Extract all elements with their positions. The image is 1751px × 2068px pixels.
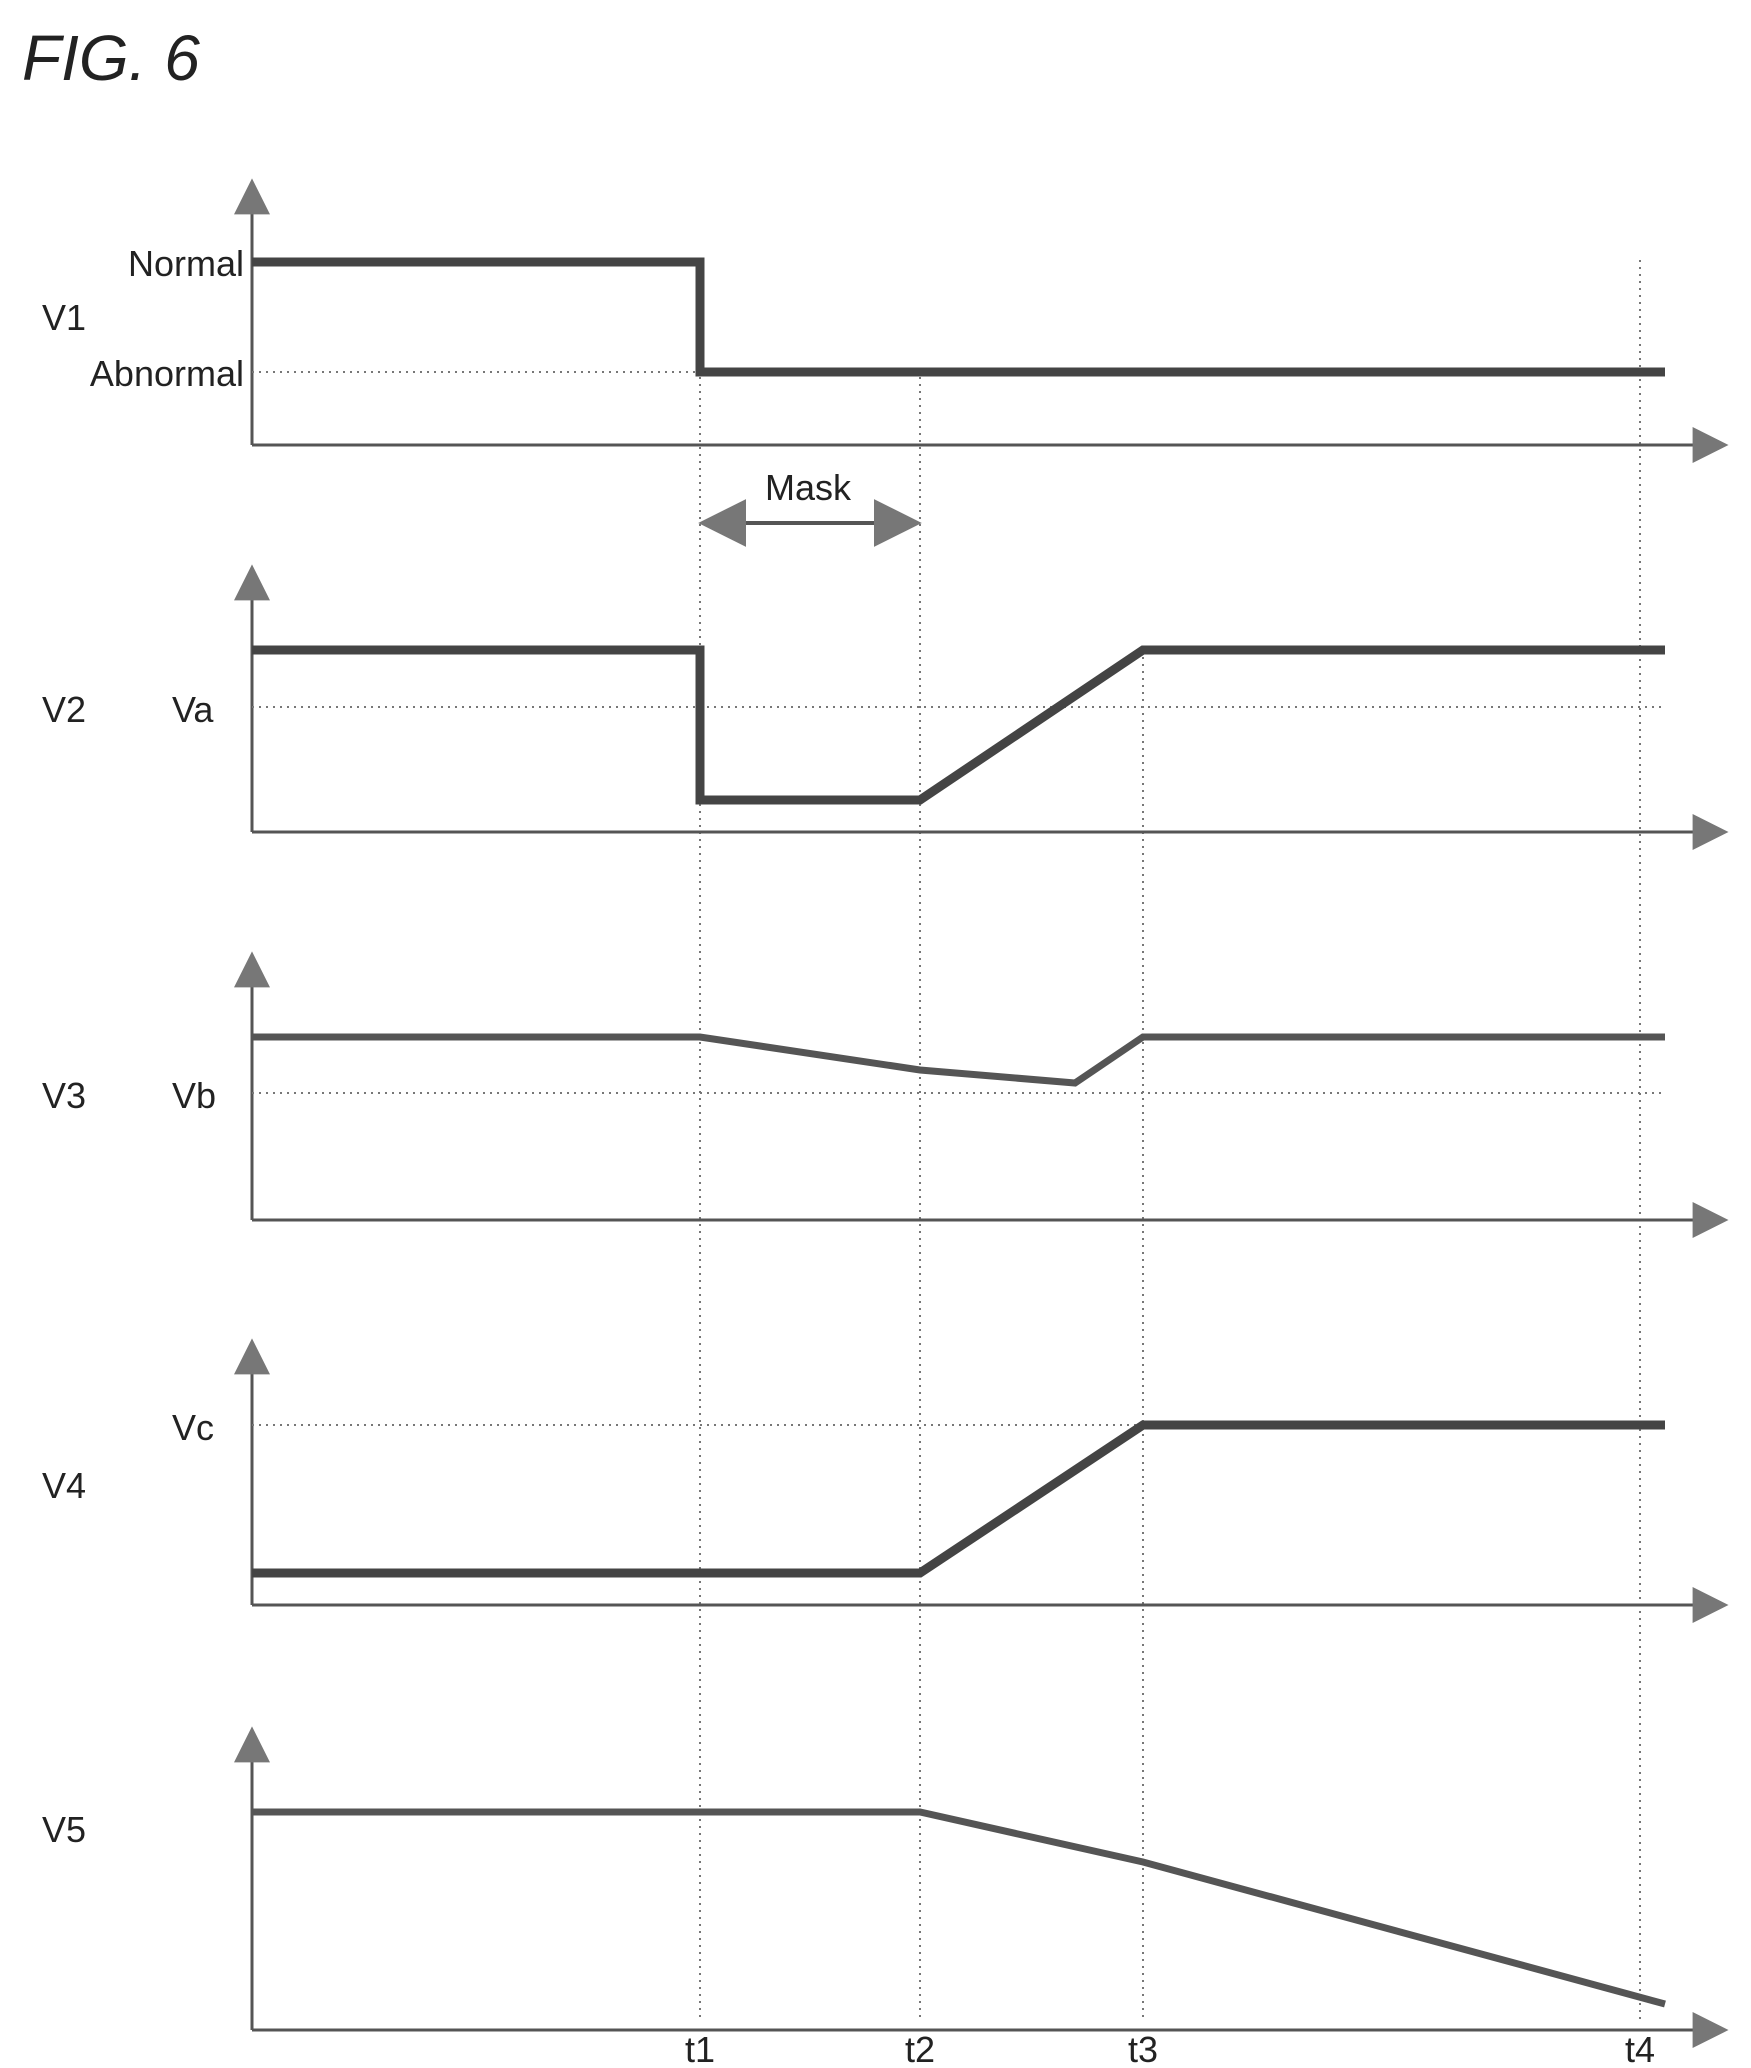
mask-annotation: Mask [698, 467, 922, 547]
v3-waveform [252, 1033, 1665, 1087]
v4-signal-label: V4 [42, 1465, 86, 1506]
panel-v2: V2 Va [42, 564, 1729, 850]
time-label-t1: t1 [685, 2029, 715, 2068]
v3-level-vb: Vb [172, 1075, 216, 1116]
v3-signal-label: V3 [42, 1075, 86, 1116]
v1-level-abnormal: Abnormal [90, 353, 244, 394]
panel-v1: V1 Normal Abnormal [42, 178, 1729, 463]
v2-level-va: Va [172, 689, 214, 730]
figure-title: FIG. 6 [22, 22, 200, 94]
v5-waveform [252, 1808, 1666, 2008]
v1-signal-label: V1 [42, 297, 86, 338]
v2-signal-label: V2 [42, 689, 86, 730]
v2-waveform [252, 645, 1665, 805]
time-guides [699, 260, 1641, 2020]
v5-signal-label: V5 [42, 1809, 86, 1850]
time-label-t2: t2 [905, 2029, 935, 2068]
time-label-t4: t4 [1625, 2029, 1655, 2068]
v4-level-vc: Vc [172, 1407, 214, 1448]
panel-v5: V5 [42, 1726, 1729, 2048]
v1-waveform [252, 257, 1665, 377]
v4-waveform [252, 1420, 1665, 1578]
time-label-t3: t3 [1128, 2029, 1158, 2068]
panel-v4: V4 Vc [42, 1338, 1729, 1623]
mask-label: Mask [765, 467, 852, 508]
time-axis-labels: t1 t2 t3 t4 [685, 2029, 1655, 2068]
v1-level-normal: Normal [128, 243, 244, 284]
panel-v3: V3 Vb [42, 951, 1729, 1238]
